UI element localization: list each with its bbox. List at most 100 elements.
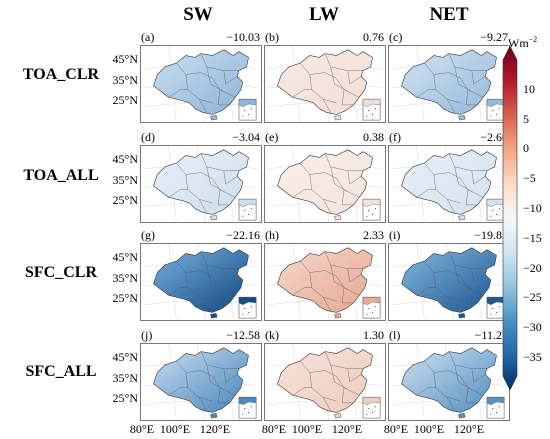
map-panel: (j) −12.58 bbox=[140, 328, 262, 421]
hainan-island bbox=[210, 115, 218, 121]
map-panel: (g) −22.16 bbox=[140, 228, 262, 321]
china-map bbox=[267, 146, 383, 222]
lat-label: 35°N bbox=[112, 271, 138, 285]
lat-label: 35°N bbox=[112, 73, 138, 87]
province-boundary bbox=[206, 364, 224, 390]
province-boundary bbox=[322, 99, 331, 113]
inset-island bbox=[490, 413, 492, 415]
province-boundary bbox=[200, 251, 239, 269]
china-outline bbox=[401, 347, 497, 413]
province-boundary bbox=[465, 89, 478, 106]
row-header-toa-all: TOA_ALL bbox=[23, 167, 99, 184]
province-boundary bbox=[185, 74, 213, 104]
inset-island bbox=[250, 306, 252, 308]
inset-island bbox=[242, 413, 244, 415]
colorbar-tick-label: 5 bbox=[523, 111, 529, 126]
inset-island bbox=[368, 408, 370, 410]
inset-island bbox=[498, 208, 500, 210]
province-boundary bbox=[330, 166, 348, 192]
china-outline bbox=[277, 347, 373, 413]
china-outline bbox=[153, 149, 249, 215]
panel-mean-value: −10.03 bbox=[226, 30, 260, 44]
inset-island bbox=[490, 215, 492, 217]
inset-island bbox=[490, 313, 492, 315]
province-boundary bbox=[206, 166, 224, 192]
province-boundary bbox=[424, 260, 461, 277]
panel-mean-value: −12.58 bbox=[226, 328, 260, 342]
province-boundary bbox=[454, 264, 472, 290]
province-boundary bbox=[324, 251, 363, 269]
panel-label: (c) bbox=[389, 30, 403, 44]
province-boundary bbox=[200, 153, 239, 171]
map-frame bbox=[388, 45, 510, 123]
colorbar-body bbox=[502, 46, 518, 390]
panel-mean-value: −11.27 bbox=[474, 328, 508, 342]
panel-mean-value: 0.76 bbox=[363, 30, 384, 44]
panel-mean-value: −19.83 bbox=[474, 228, 508, 242]
panel-mean-value: −9.27 bbox=[480, 30, 508, 44]
column-header-net: NET bbox=[429, 4, 469, 25]
province-boundary bbox=[198, 199, 207, 213]
province-boundary bbox=[292, 89, 312, 98]
colorbar-tick-label: −20 bbox=[523, 260, 542, 275]
province-boundary bbox=[168, 287, 188, 296]
province-boundary bbox=[454, 364, 472, 390]
lon-label-80e: 80°E bbox=[383, 422, 409, 436]
inset-island bbox=[492, 308, 494, 310]
inset-island bbox=[250, 108, 252, 110]
inset-island bbox=[368, 110, 370, 112]
map-frame bbox=[388, 145, 510, 223]
china-map bbox=[391, 344, 507, 420]
china-map bbox=[391, 146, 507, 222]
inset-coast bbox=[486, 397, 505, 406]
province-boundary bbox=[292, 189, 312, 198]
province-boundary bbox=[185, 372, 213, 402]
map-frame bbox=[140, 243, 262, 321]
province-boundary bbox=[341, 287, 354, 304]
map-frame bbox=[140, 45, 262, 123]
inset-island bbox=[247, 213, 250, 215]
province-boundary bbox=[465, 387, 478, 404]
province-boundary bbox=[347, 368, 362, 383]
map-frame bbox=[388, 243, 510, 321]
inset-island bbox=[244, 308, 246, 310]
lat-label: 45°N bbox=[112, 250, 138, 264]
panel-label: (k) bbox=[265, 328, 279, 342]
province-boundary bbox=[300, 162, 337, 179]
panel-mean-value: −2.66 bbox=[480, 130, 508, 144]
province-boundary bbox=[454, 66, 472, 92]
lat-label: 35°N bbox=[112, 371, 138, 385]
province-boundary bbox=[448, 153, 487, 171]
map-frame bbox=[264, 145, 386, 223]
inset-coast bbox=[362, 99, 381, 108]
inset-island bbox=[247, 311, 250, 313]
inset-island bbox=[371, 411, 374, 413]
province-boundary bbox=[309, 272, 337, 302]
inset-island bbox=[495, 213, 498, 215]
province-boundary bbox=[176, 360, 213, 377]
province-boundary bbox=[217, 89, 230, 106]
province-boundary bbox=[168, 89, 188, 98]
province-boundary bbox=[217, 189, 230, 206]
province-boundary bbox=[309, 372, 337, 402]
panel-label: (d) bbox=[141, 130, 155, 144]
inset-island bbox=[242, 115, 244, 117]
province-boundary bbox=[324, 351, 363, 369]
panel-label: (i) bbox=[389, 228, 401, 242]
province-boundary bbox=[424, 162, 461, 179]
province-boundary bbox=[212, 78, 236, 98]
china-map bbox=[143, 244, 259, 320]
map-panel: (d) −3.04 bbox=[140, 130, 262, 223]
china-outline bbox=[401, 49, 497, 115]
column-header-sw: SW bbox=[183, 4, 213, 25]
lon-label-120e: 120°E bbox=[453, 422, 485, 436]
inset-island bbox=[242, 313, 244, 315]
province-boundary bbox=[198, 99, 207, 113]
province-boundary bbox=[330, 66, 348, 92]
map-panel: (c) −9.27 bbox=[388, 30, 510, 123]
china-map bbox=[391, 46, 507, 122]
province-boundary bbox=[448, 351, 487, 369]
row-header-sfc-all: SFC_ALL bbox=[25, 363, 97, 380]
china-map bbox=[143, 344, 259, 420]
map-panel: (k) 1.30 bbox=[264, 328, 386, 421]
